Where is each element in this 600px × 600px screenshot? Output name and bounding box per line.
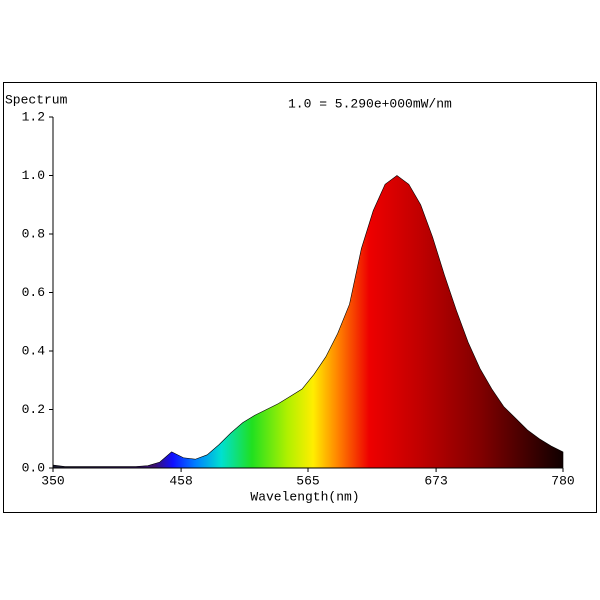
y-tick-label: 0.0 <box>22 460 45 475</box>
y-tick-label: 0.4 <box>22 343 46 358</box>
frame <box>3 82 597 513</box>
x-tick-label: 350 <box>41 473 64 488</box>
y-tick-label: 0.6 <box>22 285 45 300</box>
chart-title: Spectrum <box>5 92 68 107</box>
x-axis-label: Wavelength(nm) <box>250 489 359 504</box>
spectrum-area <box>52 175 564 469</box>
x-tick-label: 780 <box>551 473 574 488</box>
x-tick-label: 458 <box>169 473 192 488</box>
x-tick-label: 565 <box>296 473 319 488</box>
y-tick-label: 0.2 <box>22 402 45 417</box>
chart-subtitle: 1.0 = 5.290e+000mW/nm <box>288 96 452 111</box>
y-tick-label: 1.2 <box>22 109 45 124</box>
y-tick-label: 0.8 <box>22 226 45 241</box>
y-tick-label: 1.0 <box>22 168 45 183</box>
x-tick-label: 673 <box>424 473 447 488</box>
